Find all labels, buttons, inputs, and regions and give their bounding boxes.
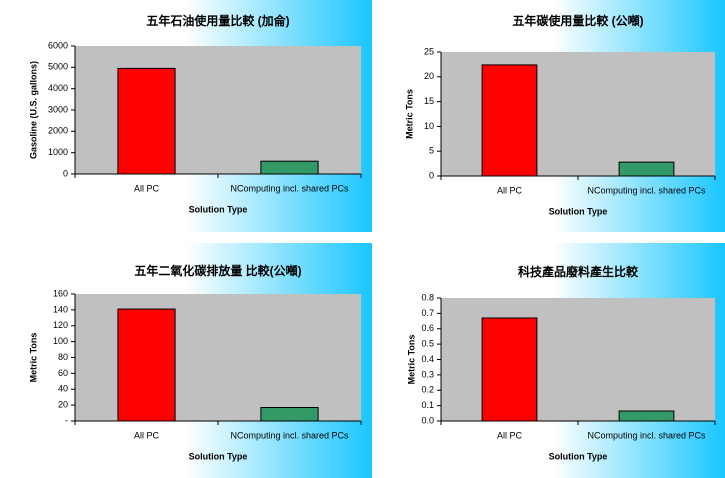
- x-tick-label: NComputing incl. shared PCs: [230, 183, 349, 193]
- bar: [481, 64, 538, 177]
- y-tick-label: 15: [424, 96, 434, 106]
- x-axis-title: Solution Type: [189, 204, 248, 214]
- bar: [481, 317, 538, 422]
- y-tick-label: 25: [424, 46, 434, 56]
- y-tick-label: 0.2: [421, 385, 434, 395]
- x-tick-label: All PC: [134, 183, 160, 193]
- bar: [618, 410, 675, 422]
- y-tick-label: 40: [58, 384, 68, 394]
- y-axis-title: Metric Tons: [28, 333, 38, 383]
- y-tick-label: 20: [58, 400, 68, 410]
- y-tick-label: 1000: [48, 147, 68, 157]
- y-tick-label: 5: [429, 146, 434, 156]
- y-tick-label: 140: [53, 304, 68, 314]
- y-axis-title: Metric Tons: [406, 335, 416, 385]
- chart-title: 五年二氧化碳排放量 比較(公噸): [134, 263, 301, 278]
- y-tick-label: 0.0: [421, 415, 434, 425]
- x-axis-title: Solution Type: [549, 451, 608, 461]
- y-tick-label: 100: [53, 336, 68, 346]
- y-tick-label: 0.3: [421, 369, 434, 379]
- y-tick-label: -: [65, 415, 68, 425]
- y-tick-label: 80: [58, 352, 68, 362]
- chart-title: 科技產品廢料產生比較: [518, 264, 639, 279]
- y-tick-label: 0: [429, 170, 434, 180]
- y-tick-label: 0.4: [421, 354, 434, 364]
- y-tick-label: 0.8: [421, 292, 434, 302]
- x-axis-title: Solution Type: [549, 206, 608, 216]
- x-tick-label: All PC: [497, 185, 523, 195]
- y-tick-label: 4000: [48, 83, 68, 93]
- x-tick-label: NComputing incl. shared PCs: [587, 430, 706, 440]
- bar: [618, 161, 675, 177]
- chart-title: 五年碳使用量比較 (公噸): [512, 13, 643, 28]
- y-tick-label: 60: [58, 368, 68, 378]
- y-tick-label: 2000: [48, 126, 68, 136]
- x-tick-label: NComputing incl. shared PCs: [230, 430, 349, 440]
- y-axis-title: Metric Tons: [404, 89, 414, 139]
- x-tick-label: NComputing incl. shared PCs: [587, 185, 706, 195]
- bar: [260, 160, 319, 175]
- y-tick-label: 20: [424, 71, 434, 81]
- y-tick-label: 160: [53, 288, 68, 298]
- chart-title: 五年石油使用量比較 (加侖): [146, 13, 289, 28]
- bar: [260, 407, 319, 422]
- y-tick-label: 0: [63, 168, 68, 178]
- y-tick-label: 10: [424, 121, 434, 131]
- x-axis-title: Solution Type: [189, 451, 248, 461]
- x-tick-label: All PC: [134, 430, 160, 440]
- y-tick-label: 0.5: [421, 339, 434, 349]
- bar: [117, 67, 176, 175]
- y-tick-label: 6000: [48, 40, 68, 50]
- y-tick-label: 0.6: [421, 323, 434, 333]
- y-tick-label: 0.7: [421, 308, 434, 318]
- x-tick-label: All PC: [497, 430, 523, 440]
- y-tick-label: 120: [53, 320, 68, 330]
- y-tick-label: 5000: [48, 62, 68, 72]
- bar: [117, 308, 176, 422]
- y-tick-label: 0.1: [421, 400, 434, 410]
- y-tick-label: 3000: [48, 104, 68, 114]
- y-axis-title: Gasoline (U.S. gallons): [28, 61, 38, 159]
